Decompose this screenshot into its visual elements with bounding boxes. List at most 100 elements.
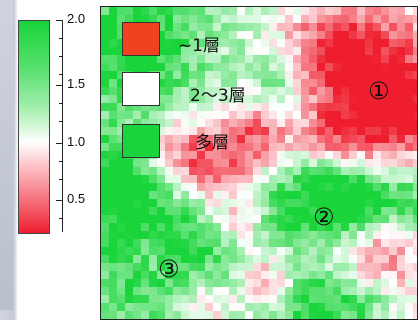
heatmap-cell bbox=[373, 159, 381, 167]
heatmap-cell bbox=[405, 159, 413, 167]
heatmap-cell bbox=[357, 295, 365, 303]
heatmap-cell bbox=[373, 103, 381, 111]
heatmap-cell bbox=[269, 119, 277, 127]
heatmap-cell bbox=[125, 271, 133, 279]
heatmap-cell bbox=[149, 15, 157, 23]
heatmap-cell bbox=[269, 87, 277, 95]
heatmap-cell bbox=[357, 151, 365, 159]
heatmap-cell bbox=[357, 127, 365, 135]
heatmap-cell bbox=[117, 159, 125, 167]
heatmap-cell bbox=[309, 87, 317, 95]
heatmap-cell bbox=[101, 87, 109, 95]
heatmap-cell bbox=[245, 311, 253, 319]
heatmap-cell bbox=[261, 271, 269, 279]
region-label-3: ③ bbox=[158, 255, 180, 283]
heatmap-cell bbox=[189, 151, 197, 159]
heatmap-cell bbox=[237, 31, 245, 39]
heatmap-cell bbox=[261, 63, 269, 71]
heatmap-cell bbox=[109, 55, 117, 63]
heatmap-cell bbox=[365, 15, 373, 23]
heatmap-cell bbox=[381, 271, 389, 279]
heatmap-cell bbox=[109, 223, 117, 231]
heatmap-cell bbox=[205, 151, 213, 159]
heatmap-cell bbox=[341, 279, 349, 287]
heatmap-cell bbox=[149, 159, 157, 167]
heatmap-cell bbox=[317, 295, 325, 303]
heatmap-cell bbox=[213, 287, 221, 295]
heatmap-cell bbox=[213, 151, 221, 159]
heatmap-cell bbox=[405, 7, 413, 15]
heatmap-cell bbox=[101, 39, 109, 47]
colorbar bbox=[18, 20, 50, 234]
heatmap-cell bbox=[389, 31, 397, 39]
heatmap-cell bbox=[117, 311, 125, 319]
heatmap-cell bbox=[397, 223, 405, 231]
heatmap-cell bbox=[221, 103, 229, 111]
heatmap-cell bbox=[277, 303, 285, 311]
heatmap-cell bbox=[149, 175, 157, 183]
heatmap-cell bbox=[117, 103, 125, 111]
heatmap-cell bbox=[221, 7, 229, 15]
heatmap-cell bbox=[197, 103, 205, 111]
heatmap-cell bbox=[389, 239, 397, 247]
heatmap-cell bbox=[389, 271, 397, 279]
heatmap-cell bbox=[197, 79, 205, 87]
heatmap-cell bbox=[381, 87, 389, 95]
heatmap-cell bbox=[325, 303, 333, 311]
heatmap-cell bbox=[213, 247, 221, 255]
heatmap-cell bbox=[181, 207, 189, 215]
heatmap-cell bbox=[317, 143, 325, 151]
heatmap-cell bbox=[269, 95, 277, 103]
heatmap-cell bbox=[141, 311, 149, 319]
heatmap-cell bbox=[181, 103, 189, 111]
heatmap-cell bbox=[237, 207, 245, 215]
heatmap-cell bbox=[237, 143, 245, 151]
heatmap-cell bbox=[133, 119, 141, 127]
heatmap-cell bbox=[125, 207, 133, 215]
heatmap-cell bbox=[285, 143, 293, 151]
heatmap-cell bbox=[373, 63, 381, 71]
heatmap-cell bbox=[365, 7, 373, 15]
heatmap-cell bbox=[285, 231, 293, 239]
heatmap-cell bbox=[101, 231, 109, 239]
heatmap-cell bbox=[309, 263, 317, 271]
heatmap-cell bbox=[373, 215, 381, 223]
heatmap-cell bbox=[229, 23, 237, 31]
heatmap-cell bbox=[237, 183, 245, 191]
heatmap-cell bbox=[381, 159, 389, 167]
heatmap-cell bbox=[245, 103, 253, 111]
heatmap-cell bbox=[341, 239, 349, 247]
heatmap-cell bbox=[245, 255, 253, 263]
heatmap-cell bbox=[357, 87, 365, 95]
heatmap-cell bbox=[293, 167, 301, 175]
heatmap-cell bbox=[333, 151, 341, 159]
heatmap-cell bbox=[165, 79, 173, 87]
heatmap-cell bbox=[381, 103, 389, 111]
heatmap-cell bbox=[349, 119, 357, 127]
heatmap-cell bbox=[109, 15, 117, 23]
heatmap-cell bbox=[333, 279, 341, 287]
heatmap-cell bbox=[325, 223, 333, 231]
heatmap-plot bbox=[100, 6, 418, 320]
heatmap-cell bbox=[293, 223, 301, 231]
heatmap-cell bbox=[317, 239, 325, 247]
heatmap-cell bbox=[165, 207, 173, 215]
heatmap-cell bbox=[309, 199, 317, 207]
heatmap-cell bbox=[101, 183, 109, 191]
heatmap-cell bbox=[413, 23, 417, 31]
heatmap-cell bbox=[117, 287, 125, 295]
heatmap-cell bbox=[309, 39, 317, 47]
heatmap-cell bbox=[173, 207, 181, 215]
heatmap-cell bbox=[229, 255, 237, 263]
heatmap-cell bbox=[101, 127, 109, 135]
heatmap-cell bbox=[269, 303, 277, 311]
heatmap-cell bbox=[101, 151, 109, 159]
heatmap-cell bbox=[237, 263, 245, 271]
heatmap-cell bbox=[173, 143, 181, 151]
heatmap-cell bbox=[229, 47, 237, 55]
heatmap-cell bbox=[149, 55, 157, 63]
heatmap-cell bbox=[157, 239, 165, 247]
heatmap-cell bbox=[333, 79, 341, 87]
heatmap-cell bbox=[277, 7, 285, 15]
heatmap-cell bbox=[317, 183, 325, 191]
